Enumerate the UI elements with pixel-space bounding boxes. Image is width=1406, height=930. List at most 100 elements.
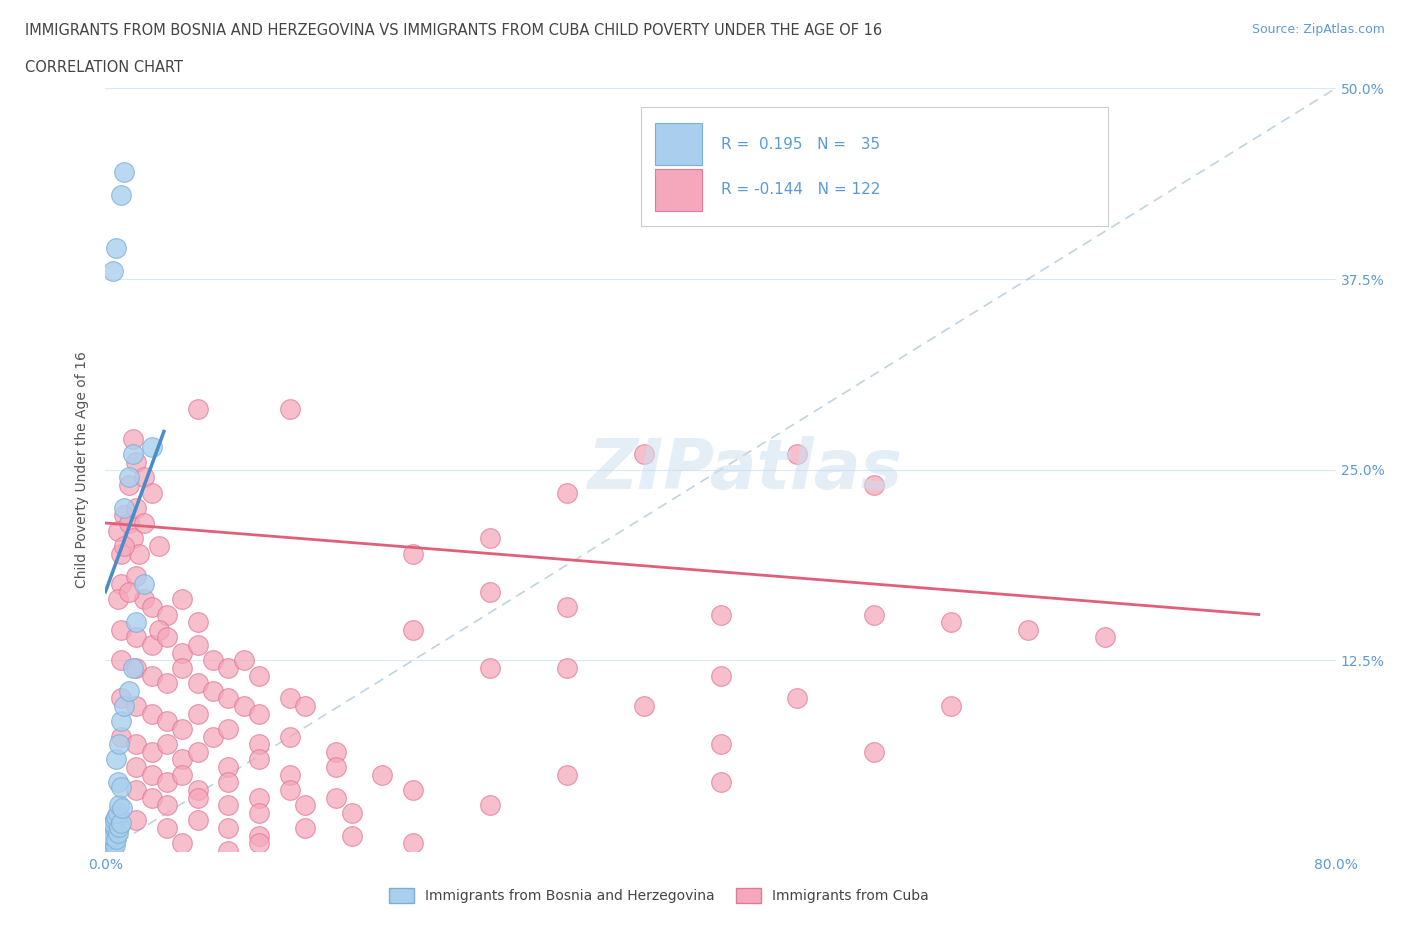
Point [187,615,209,630]
Point [141,790,163,805]
Point [1017,622,1039,637]
Point [247,805,270,820]
Point [187,790,209,805]
Point [132,577,155,591]
Point [172,722,194,737]
Point [141,767,163,782]
Point [172,645,194,660]
Text: R =  0.195   N =   35: R = 0.195 N = 35 [721,137,880,152]
Point [141,439,163,454]
Point [247,790,270,805]
Point [110,188,132,203]
Point [117,584,139,599]
Point [402,836,425,851]
FancyBboxPatch shape [655,123,702,165]
Point [117,684,139,698]
Point [104,813,127,828]
Text: R = -0.144   N = 122: R = -0.144 N = 122 [721,182,880,197]
Point [101,264,124,279]
Point [202,684,225,698]
Point [110,729,132,744]
Point [110,714,132,729]
Point [202,729,225,744]
Text: ZIPatlas: ZIPatlas [588,436,903,503]
Point [278,691,301,706]
Point [187,813,209,828]
Point [633,698,655,713]
Point [232,653,254,668]
Point [141,706,163,721]
Point [172,836,194,851]
Point [187,706,209,721]
Point [110,691,132,706]
Point [633,447,655,462]
Point [218,844,240,858]
Point [278,401,301,416]
Point [172,752,194,767]
Point [112,698,135,713]
Point [863,744,886,759]
Point [218,820,240,835]
Point [555,600,578,615]
Point [371,767,394,782]
Point [278,767,301,782]
Point [125,737,148,751]
Y-axis label: Child Poverty Under the Age of 16: Child Poverty Under the Age of 16 [76,352,90,588]
Point [111,801,134,816]
Point [148,538,170,553]
Point [325,790,347,805]
Point [141,638,163,653]
Point [101,816,124,830]
Point [107,775,129,790]
Point [340,829,363,844]
Point [105,831,128,846]
Point [710,737,733,751]
Point [148,622,170,637]
Point [156,607,179,622]
Point [101,839,124,854]
Point [187,676,209,691]
Point [117,477,139,492]
Point [294,820,316,835]
Point [141,600,163,615]
Point [110,622,132,637]
Point [218,775,240,790]
Point [132,515,155,530]
Point [156,676,179,691]
Point [104,820,127,835]
Point [125,760,148,775]
Point [294,698,316,713]
Point [108,737,131,751]
Point [232,698,254,713]
Point [107,805,129,820]
Point [125,630,148,644]
Point [125,698,148,713]
Point [107,524,129,538]
Point [710,607,733,622]
Point [125,660,148,675]
Point [110,816,132,830]
Point [110,546,132,561]
Point [172,591,194,606]
Point [710,775,733,790]
Point [187,782,209,797]
Point [108,819,131,834]
Point [555,660,578,675]
Point [325,760,347,775]
Point [555,485,578,500]
Point [941,615,963,630]
Point [141,744,163,759]
Point [125,569,148,584]
Point [710,668,733,683]
Point [786,447,808,462]
Point [402,546,425,561]
Point [218,798,240,813]
Point [105,241,128,256]
Point [110,779,132,794]
Point [218,722,240,737]
Point [125,782,148,797]
Point [325,744,347,759]
Point [117,470,139,485]
Point [863,477,886,492]
Text: CORRELATION CHART: CORRELATION CHART [25,60,183,75]
